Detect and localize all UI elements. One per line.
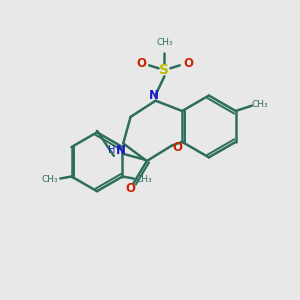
Text: N: N	[116, 144, 126, 157]
Text: CH₃: CH₃	[42, 175, 58, 184]
Text: O: O	[172, 141, 182, 154]
Text: CH₃: CH₃	[156, 38, 173, 47]
Text: CH₃: CH₃	[135, 175, 152, 184]
Text: O: O	[125, 182, 135, 195]
Text: H: H	[108, 145, 116, 155]
Text: O: O	[136, 57, 146, 70]
Text: S: S	[159, 63, 170, 77]
Text: O: O	[183, 57, 193, 70]
Text: N: N	[149, 89, 159, 102]
Text: CH₃: CH₃	[252, 100, 268, 109]
